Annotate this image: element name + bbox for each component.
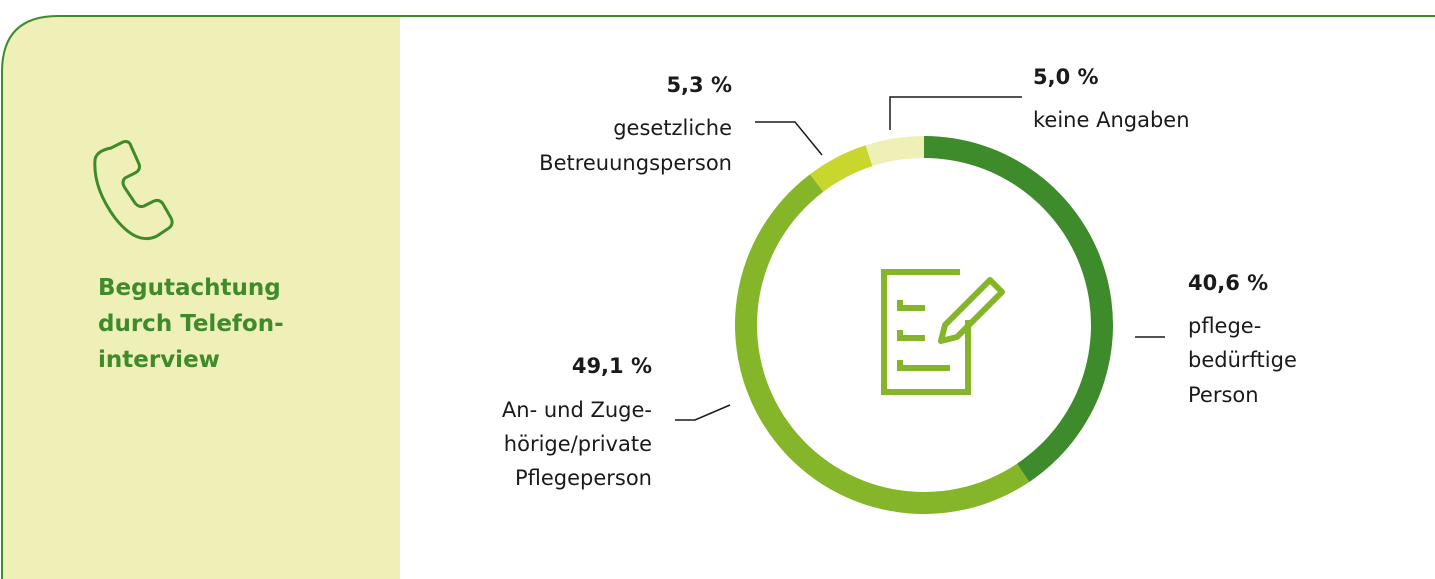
panel-title: Begutachtung [98, 275, 281, 301]
value-label: 40,6 % [1188, 271, 1268, 295]
category-label: Betreuungsperson [539, 151, 732, 175]
leader-line [755, 121, 823, 156]
category-label: pflege- [1188, 314, 1261, 338]
frame [1, 15, 1435, 579]
donut-slice [734, 174, 1030, 515]
category-label: Person [1188, 383, 1259, 407]
panel-title: interview [98, 347, 220, 373]
category-label: An- und Zuge- [502, 398, 652, 422]
side-panel [2, 16, 400, 579]
donut-slice [810, 145, 873, 192]
phone-icon [93, 140, 174, 241]
category-label: bedürftige [1188, 348, 1297, 372]
value-label: 5,0 % [1033, 65, 1099, 89]
value-label: 49,1 % [572, 354, 652, 378]
category-label: Pflegeperson [515, 466, 652, 490]
category-label: hörige/private [504, 432, 652, 456]
leader-line [889, 96, 1022, 130]
value-label: 5,3 % [666, 73, 732, 97]
donut-slice [865, 136, 924, 167]
leader-line [675, 404, 731, 421]
clipboard-icon [881, 269, 1005, 395]
donut-slice [924, 136, 1113, 482]
panel-title: durch Telefon- [98, 311, 284, 337]
category-label: keine Angaben [1033, 108, 1190, 132]
category-label: gesetzliche [613, 116, 732, 140]
